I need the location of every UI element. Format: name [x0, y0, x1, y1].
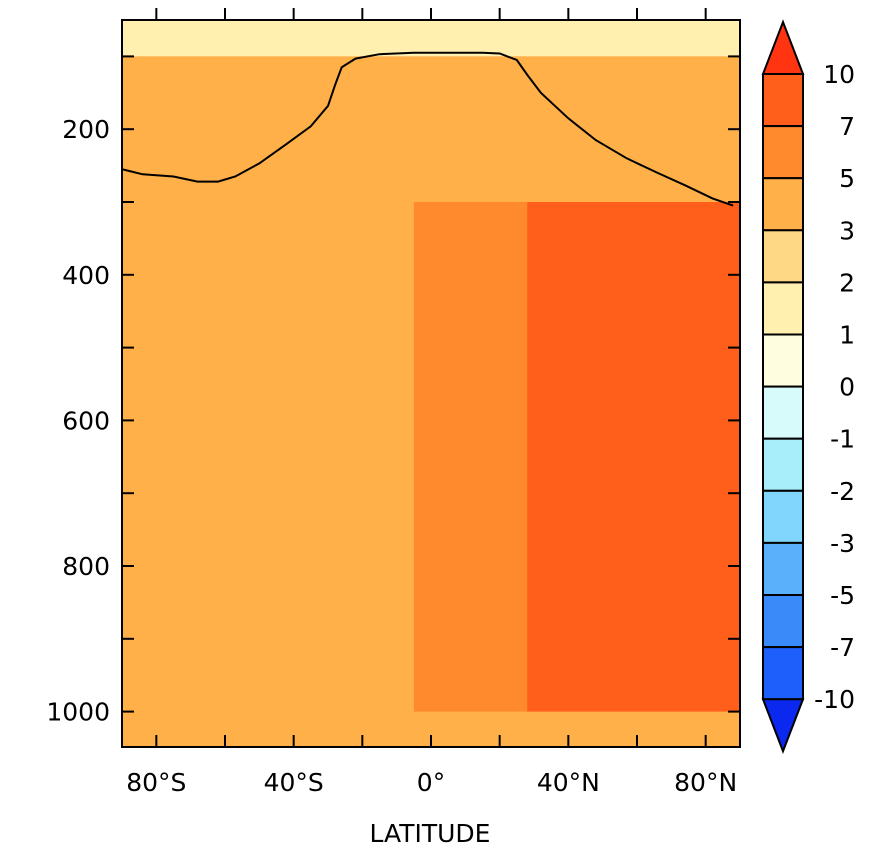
- colorbar-label: -10: [814, 685, 855, 714]
- colorbar-label: -1: [830, 425, 855, 454]
- colorbar-arrow-top: [761, 19, 805, 75]
- colorbar-label: 7: [839, 112, 855, 141]
- x-axis-label: LATITUDE: [370, 819, 491, 848]
- colorbar-label: -7: [830, 633, 855, 662]
- colorbar-box: [762, 489, 804, 544]
- x-tick-label: 40°N: [537, 768, 600, 797]
- colorbar-label: -3: [830, 529, 855, 558]
- colorbar-arrow-bottom: [761, 698, 805, 754]
- heatmap-cell-2: [527, 202, 740, 712]
- colorbar-label: -2: [830, 477, 855, 506]
- colorbar-box: [762, 333, 804, 388]
- colorbar-box: [762, 177, 804, 232]
- colorbar-label: 3: [839, 216, 855, 245]
- y-tick-label: 200: [62, 115, 110, 144]
- y-tick-label: 800: [62, 552, 110, 581]
- plot-area: [121, 20, 740, 747]
- colorbar-box: [762, 594, 804, 649]
- contour-line: [121, 51, 734, 207]
- colorbar-label: 1: [839, 321, 855, 350]
- heatmap-cell-0: [122, 202, 332, 712]
- heatmap-cell-1: [413, 202, 528, 712]
- x-tick-label: 40°S: [264, 768, 324, 797]
- colorbar-label: 10: [823, 60, 855, 89]
- heatmap-cell-4: [122, 56, 740, 203]
- colorbar-label: -5: [830, 581, 855, 610]
- colorbar-label: 0: [839, 373, 855, 402]
- axes: 80°S 40°S 0° 40°N 80°N 200 400 600 800 1000: [46, 8, 741, 797]
- colorbar-label: 2: [839, 268, 855, 297]
- x-tick-label: 80°N: [674, 768, 737, 797]
- colorbar-box: [762, 437, 804, 492]
- colorbar-label: 5: [839, 164, 855, 193]
- colorbar-box: [762, 541, 804, 597]
- colorbar-box: [762, 646, 804, 701]
- colorbar-box: [762, 229, 804, 284]
- y-tick-label: 600: [62, 406, 110, 435]
- heatmap-cell-3: [122, 20, 740, 57]
- colorbar-box: [762, 385, 804, 440]
- colorbar-box: [762, 281, 804, 336]
- x-tick-label: 0°: [417, 768, 445, 797]
- y-tick-label: 1000: [46, 698, 110, 727]
- colorbar-box: [762, 73, 804, 128]
- y-tick-label: 400: [62, 261, 110, 290]
- colorbar-box: [762, 125, 804, 180]
- x-tick-label: 80°S: [126, 768, 186, 797]
